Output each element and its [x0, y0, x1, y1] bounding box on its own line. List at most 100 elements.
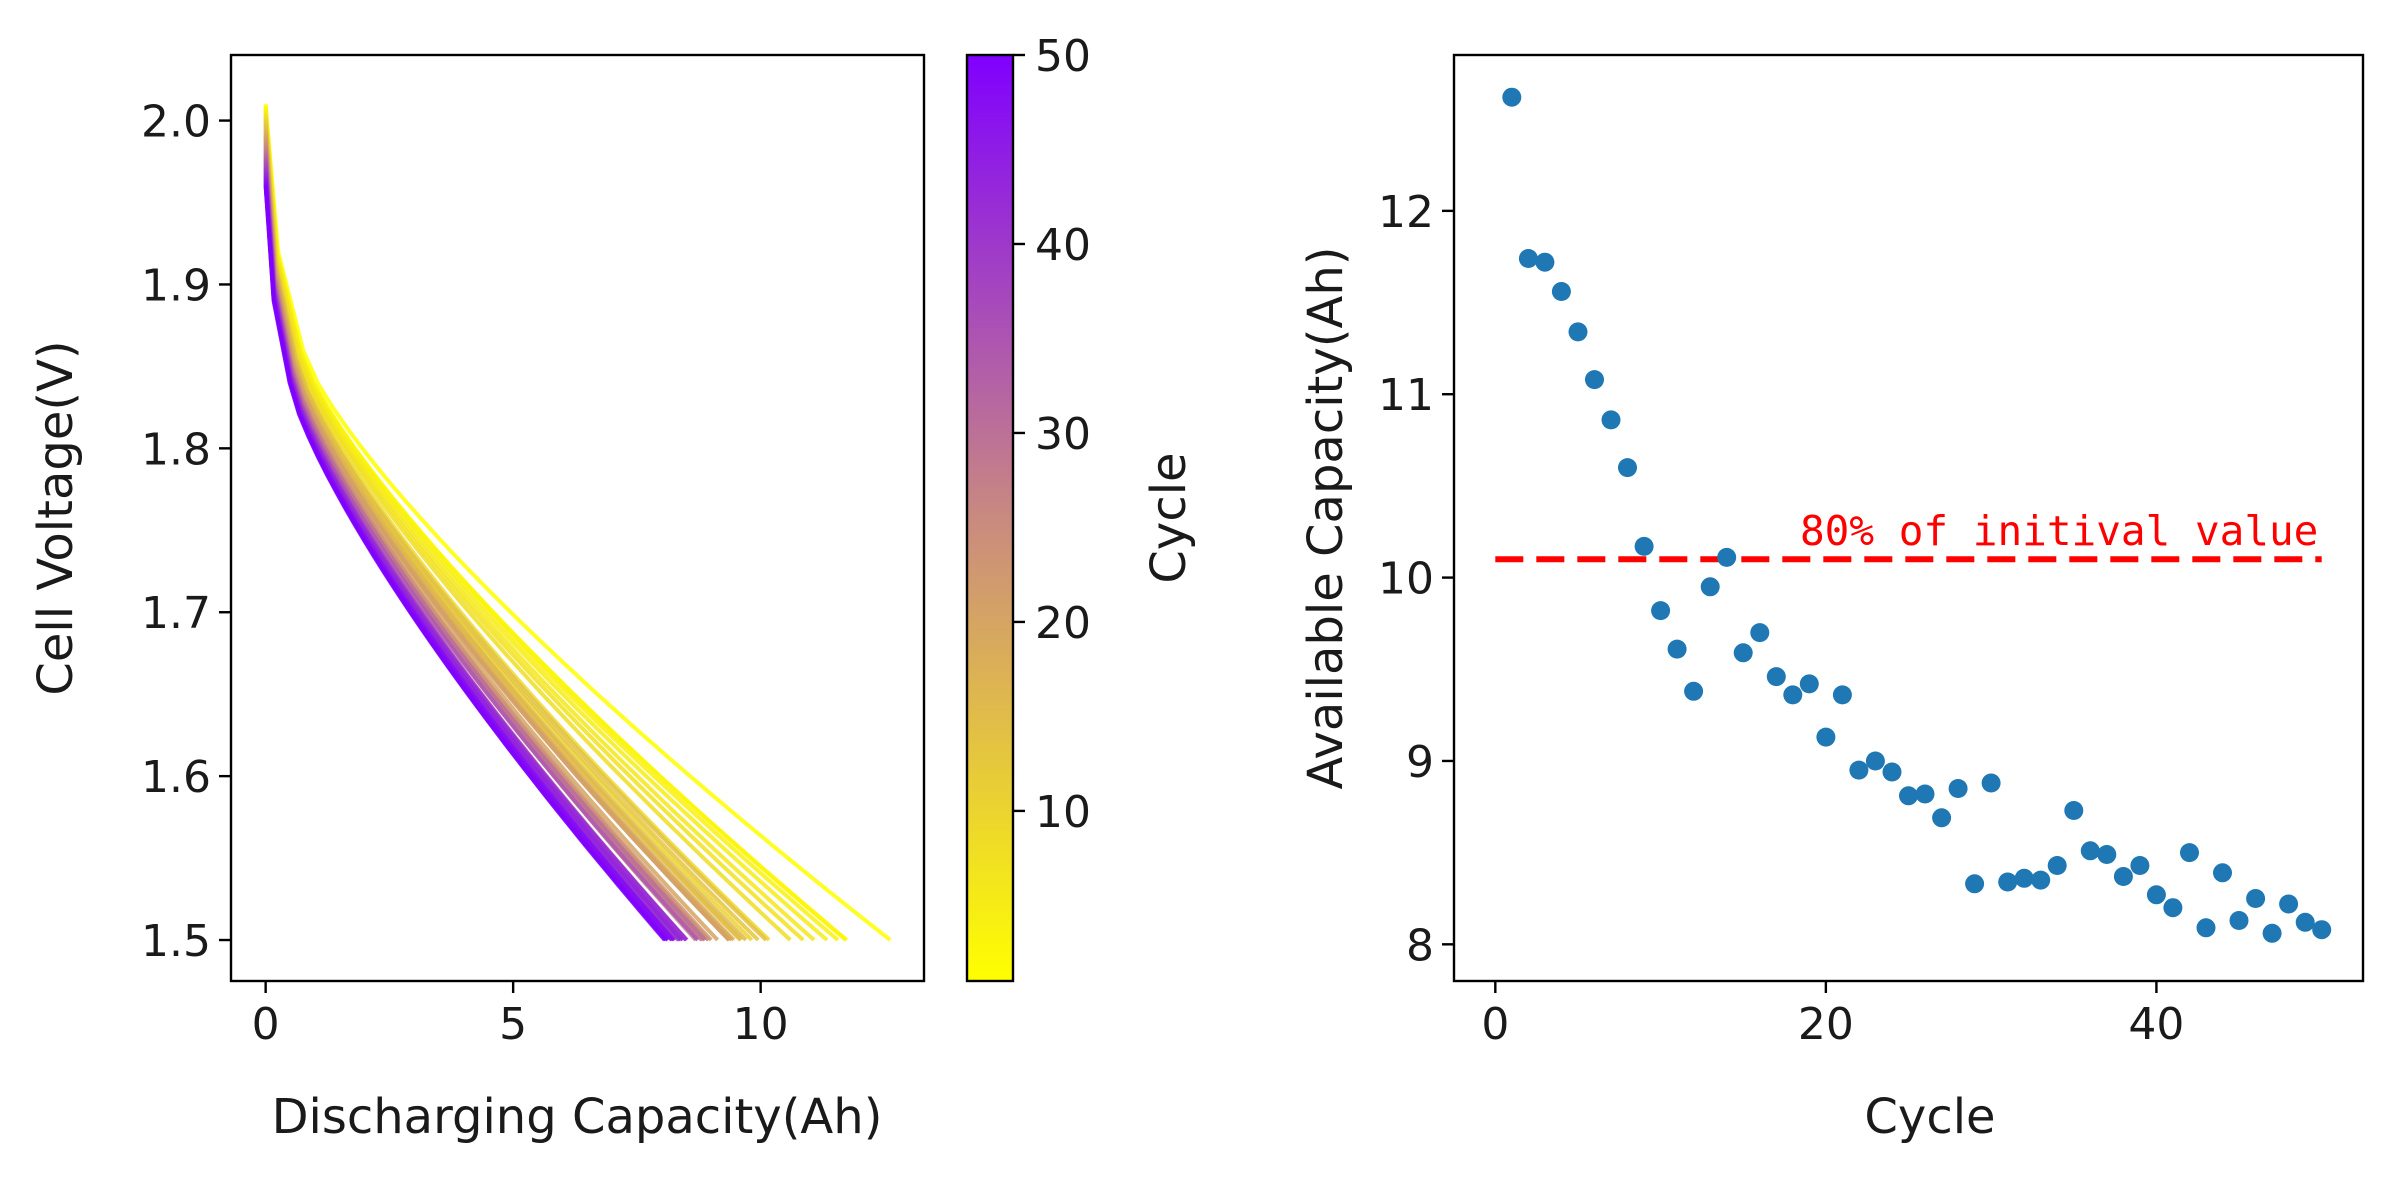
colorbar-tick-label: 10: [1035, 787, 1091, 838]
cycle-colorbar: 10 20 30 40 50 Cycle: [965, 31, 1197, 983]
capacity-point: [2113, 867, 2133, 886]
voltage-chart: 0 5 10 1.5 1.6 1.7 1.8 1.9 2.0 Discharging Capa…: [28, 53, 926, 1145]
voltage-curve-cycle-50: [263, 185, 668, 942]
colorbar-gradient: [965, 53, 1015, 983]
capacity-point: [1750, 623, 1770, 643]
capacity-point: [1585, 370, 1604, 390]
capacity-point: [1865, 751, 1885, 771]
capacity-point: [1651, 601, 1671, 621]
capacity-y-tick-label: 8: [1406, 920, 1434, 971]
voltage-curve-cycle-22: [263, 139, 711, 942]
voltage-x-tick-label: 5: [499, 999, 527, 1050]
capacity-point: [2262, 923, 2282, 943]
capacity-point: [2279, 894, 2299, 914]
voltage-y-tick-label: 1.6: [141, 752, 211, 803]
capacity-point: [2064, 801, 2084, 820]
voltage-curve-cycle-15: [263, 127, 742, 942]
voltage-curve-cycle-6: [263, 112, 816, 942]
voltage-plot-frame: [229, 53, 926, 983]
voltage-curve-cycle-5: [263, 110, 829, 942]
capacity-point: [2295, 912, 2315, 932]
capacity-x-tick-label: 40: [2128, 999, 2184, 1050]
capacity-y-tick-label: 9: [1406, 737, 1434, 788]
capacity-point: [1832, 685, 1852, 705]
capacity-point: [1618, 458, 1637, 478]
capacity-point: [1634, 536, 1654, 556]
voltage-curve-cycle-8: [263, 115, 792, 942]
capacity-y-tick-label: 10: [1378, 554, 1434, 605]
capacity-point: [1766, 667, 1786, 687]
capacity-y-axis-label: Available Capacity(Ah): [1298, 247, 1354, 790]
voltage-y-ticks: 1.5 1.6 1.7 1.8 1.9 2.0: [141, 97, 231, 967]
colorbar-tick-label: 20: [1035, 598, 1091, 649]
capacity-y-ticks: 8 9 10 11 12: [1378, 187, 1454, 971]
capacity-point: [1535, 252, 1555, 272]
capacity-point: [1915, 784, 1935, 804]
colorbar-tick-label: 30: [1035, 409, 1091, 460]
capacity-point: [1601, 410, 1621, 430]
capacity-point: [1700, 577, 1720, 597]
capacity-point: [1998, 872, 2018, 892]
capacity-point: [1899, 786, 1918, 806]
capacity-x-ticks: 0 20 40: [1481, 981, 2184, 1050]
voltage-x-tick-label: 0: [252, 999, 280, 1050]
capacity-point: [1684, 681, 1704, 701]
colorbar-tick-label: 50: [1035, 31, 1091, 82]
capacity-point: [2213, 863, 2232, 883]
capacity-point: [1932, 808, 1952, 828]
capacity-point: [1849, 760, 1869, 780]
capacity-point: [1733, 643, 1753, 663]
voltage-curves: [263, 104, 892, 942]
capacity-x-tick-label: 0: [1481, 999, 1509, 1050]
voltage-curve-cycle-16: [263, 129, 748, 942]
capacity-point: [1981, 773, 2001, 793]
capacity-point: [2080, 841, 2100, 861]
capacity-point: [1948, 779, 1968, 798]
voltage-curve-cycle-4: [263, 109, 840, 942]
voltage-curve-cycle-13: [263, 124, 760, 942]
voltage-y-tick-label: 1.9: [141, 260, 211, 311]
capacity-point: [2047, 856, 2067, 875]
voltage-x-axis-label: Discharging Capacity(Ah): [272, 1089, 883, 1145]
voltage-x-ticks: 0 5 10: [252, 981, 789, 1050]
capacity-point: [1568, 322, 1588, 342]
capacity-point: [1717, 547, 1737, 567]
capacity-point: [2163, 898, 2183, 918]
capacity-point: [1965, 874, 1985, 894]
threshold-label: 80% of initival value: [1800, 507, 2318, 555]
capacity-point: [1502, 87, 1522, 107]
capacity-plot-frame: [1452, 53, 2365, 983]
capacity-point: [2014, 868, 2034, 888]
colorbar-ticks: 10 20 30 40 50: [1013, 31, 1091, 838]
voltage-y-axis-label: Cell Voltage(V): [28, 340, 84, 695]
capacity-point: [1518, 249, 1538, 268]
capacity-point: [2229, 911, 2249, 930]
capacity-point: [2146, 885, 2166, 905]
capacity-point: [1799, 674, 1819, 694]
voltage-y-tick-label: 1.5: [141, 916, 211, 967]
capacity-point: [2031, 870, 2051, 890]
capacity-point: [2312, 920, 2332, 940]
capacity-point: [1882, 762, 1902, 782]
capacity-point: [1783, 685, 1803, 705]
voltage-y-tick-label: 1.7: [141, 588, 211, 639]
voltage-curve-cycle-21: [263, 137, 731, 942]
voltage-x-tick-label: 10: [733, 999, 789, 1050]
capacity-y-tick-label: 11: [1378, 370, 1434, 421]
capacity-point: [2097, 845, 2117, 864]
colorbar-label: Cycle: [1141, 452, 1197, 583]
voltage-curve-cycle-1: [263, 104, 892, 942]
voltage-y-tick-label: 1.8: [141, 424, 211, 475]
voltage-curve-cycle-7: [263, 114, 805, 942]
capacity-x-axis-label: Cycle: [1864, 1089, 1995, 1145]
voltage-curve-cycle-9: [263, 117, 771, 942]
capacity-chart: 80% of initival value 0 20 40 8 9 10 11 12 Cyc…: [1298, 53, 2365, 1145]
capacity-y-tick-label: 12: [1378, 187, 1434, 238]
capacity-point: [1816, 727, 1836, 747]
capacity-point: [1551, 282, 1571, 301]
capacity-point: [2130, 856, 2150, 875]
capacity-x-tick-label: 20: [1798, 999, 1854, 1050]
colorbar-tick-label: 40: [1035, 220, 1091, 271]
capacity-point: [2180, 843, 2199, 863]
